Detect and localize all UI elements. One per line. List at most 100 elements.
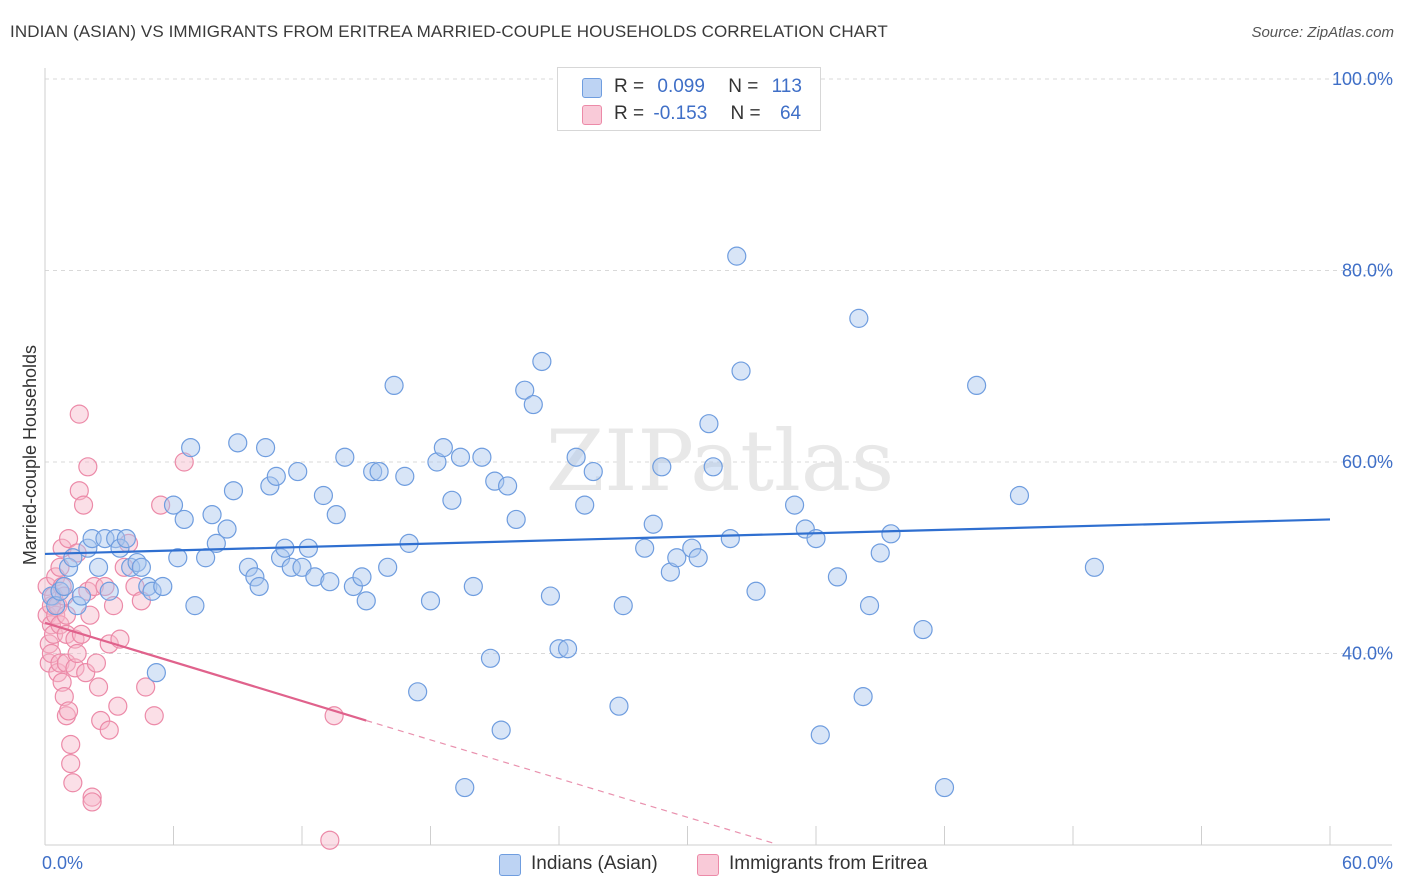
indian-point — [450, 447, 471, 467]
eritrea-point — [61, 734, 81, 755]
blue-swatch — [499, 854, 521, 876]
indian-point — [1009, 485, 1030, 506]
source-credit: Source: ZipAtlas.com — [1251, 24, 1394, 41]
indian-point — [266, 466, 286, 486]
legend-label: Immigrants from Eritrea — [729, 853, 928, 874]
indian-point — [870, 543, 890, 563]
indian-point — [433, 438, 453, 458]
eritrea-point — [69, 404, 89, 424]
indian-point — [298, 538, 319, 558]
r-label: R = — [614, 76, 645, 97]
indian-point — [827, 567, 848, 587]
indian-point — [613, 596, 633, 616]
eritrea-point — [99, 720, 119, 740]
eritrea-trend-line — [44, 621, 367, 722]
eritrea-point — [88, 677, 109, 697]
x-tick-label: 60.0% — [1342, 853, 1393, 873]
indian-point — [575, 495, 595, 515]
r-label: R = — [614, 103, 645, 124]
indian-point — [784, 495, 805, 515]
indian-point — [305, 567, 325, 587]
indian-point — [609, 696, 629, 716]
eritrea-point — [61, 754, 81, 774]
indian-point — [506, 509, 526, 530]
indian-point — [859, 596, 880, 616]
indian-point — [652, 457, 672, 477]
indian-point — [810, 725, 830, 745]
indian-point — [106, 528, 126, 549]
indian-point — [223, 481, 244, 501]
indian-point — [720, 528, 740, 549]
indian-point — [699, 414, 719, 434]
blue-swatch — [582, 78, 602, 98]
indian-point — [181, 438, 201, 458]
indian-point — [202, 505, 222, 525]
n-label: N = — [728, 76, 759, 97]
indian-point — [849, 308, 869, 328]
indian-point — [270, 548, 291, 568]
axes — [44, 68, 1392, 846]
indian-point — [688, 548, 708, 568]
indian-point — [249, 576, 269, 597]
indian-point — [46, 596, 66, 616]
indian-point — [967, 375, 987, 395]
eritrea-point — [136, 677, 156, 697]
indian-point — [153, 576, 173, 597]
indian-point — [369, 461, 389, 482]
indian-point — [363, 461, 383, 482]
indian-point — [442, 490, 462, 510]
indian-point — [71, 586, 92, 606]
indian-point — [660, 562, 680, 582]
eritrea-point — [58, 701, 79, 721]
indian-point — [206, 533, 226, 553]
indian-point — [255, 438, 276, 458]
indian-point — [515, 380, 535, 400]
eritrea-point — [174, 452, 194, 472]
indian-point — [408, 682, 428, 702]
indian-point — [163, 495, 184, 515]
indian-point — [146, 663, 166, 683]
eritrea-point — [103, 596, 124, 616]
y-tick-label: 80.0% — [1342, 261, 1393, 281]
indian-point — [245, 567, 265, 587]
eritrea-point — [63, 773, 83, 793]
eritrea-trend-extension — [366, 719, 774, 844]
indian-point — [356, 591, 376, 611]
indian-point — [731, 361, 751, 381]
indian-point — [643, 514, 663, 534]
eritrea-point — [82, 787, 102, 807]
indian-point — [88, 557, 109, 577]
indian-point — [540, 586, 561, 606]
indian-point — [320, 572, 340, 592]
r-value: -0.153 — [653, 103, 708, 124]
eritrea-point — [73, 495, 94, 515]
y-axis-title: Married-couple Households — [20, 345, 40, 565]
indian-point — [168, 548, 188, 568]
indian-point — [352, 567, 372, 587]
indian-point — [217, 519, 237, 539]
indian-point — [667, 548, 687, 568]
eritrea-point — [78, 457, 98, 477]
x-tick-label: 0.0% — [42, 853, 83, 873]
indian-point — [174, 509, 194, 530]
y-tick-label: 100.0% — [1332, 69, 1393, 89]
chart-title: INDIAN (ASIAN) VS IMMIGRANTS FROM ERITRE… — [10, 22, 888, 41]
y-tick-label: 60.0% — [1342, 452, 1393, 472]
eritrea-point — [144, 706, 164, 726]
eritrea-point — [76, 663, 96, 683]
indian-point — [557, 639, 578, 659]
indian-point — [532, 351, 552, 372]
indian-point — [116, 528, 136, 549]
indian-point — [326, 505, 346, 525]
indian-point — [288, 461, 308, 482]
indian-point — [746, 581, 766, 601]
y-tick-label: 40.0% — [1342, 644, 1393, 664]
eritrea-point — [114, 557, 134, 577]
indian-point — [292, 557, 312, 577]
trend-lines — [44, 518, 1331, 844]
eritrea-point — [54, 686, 74, 707]
indian-point — [635, 538, 655, 558]
eritrea-point — [56, 605, 77, 625]
indian-point — [420, 591, 441, 611]
